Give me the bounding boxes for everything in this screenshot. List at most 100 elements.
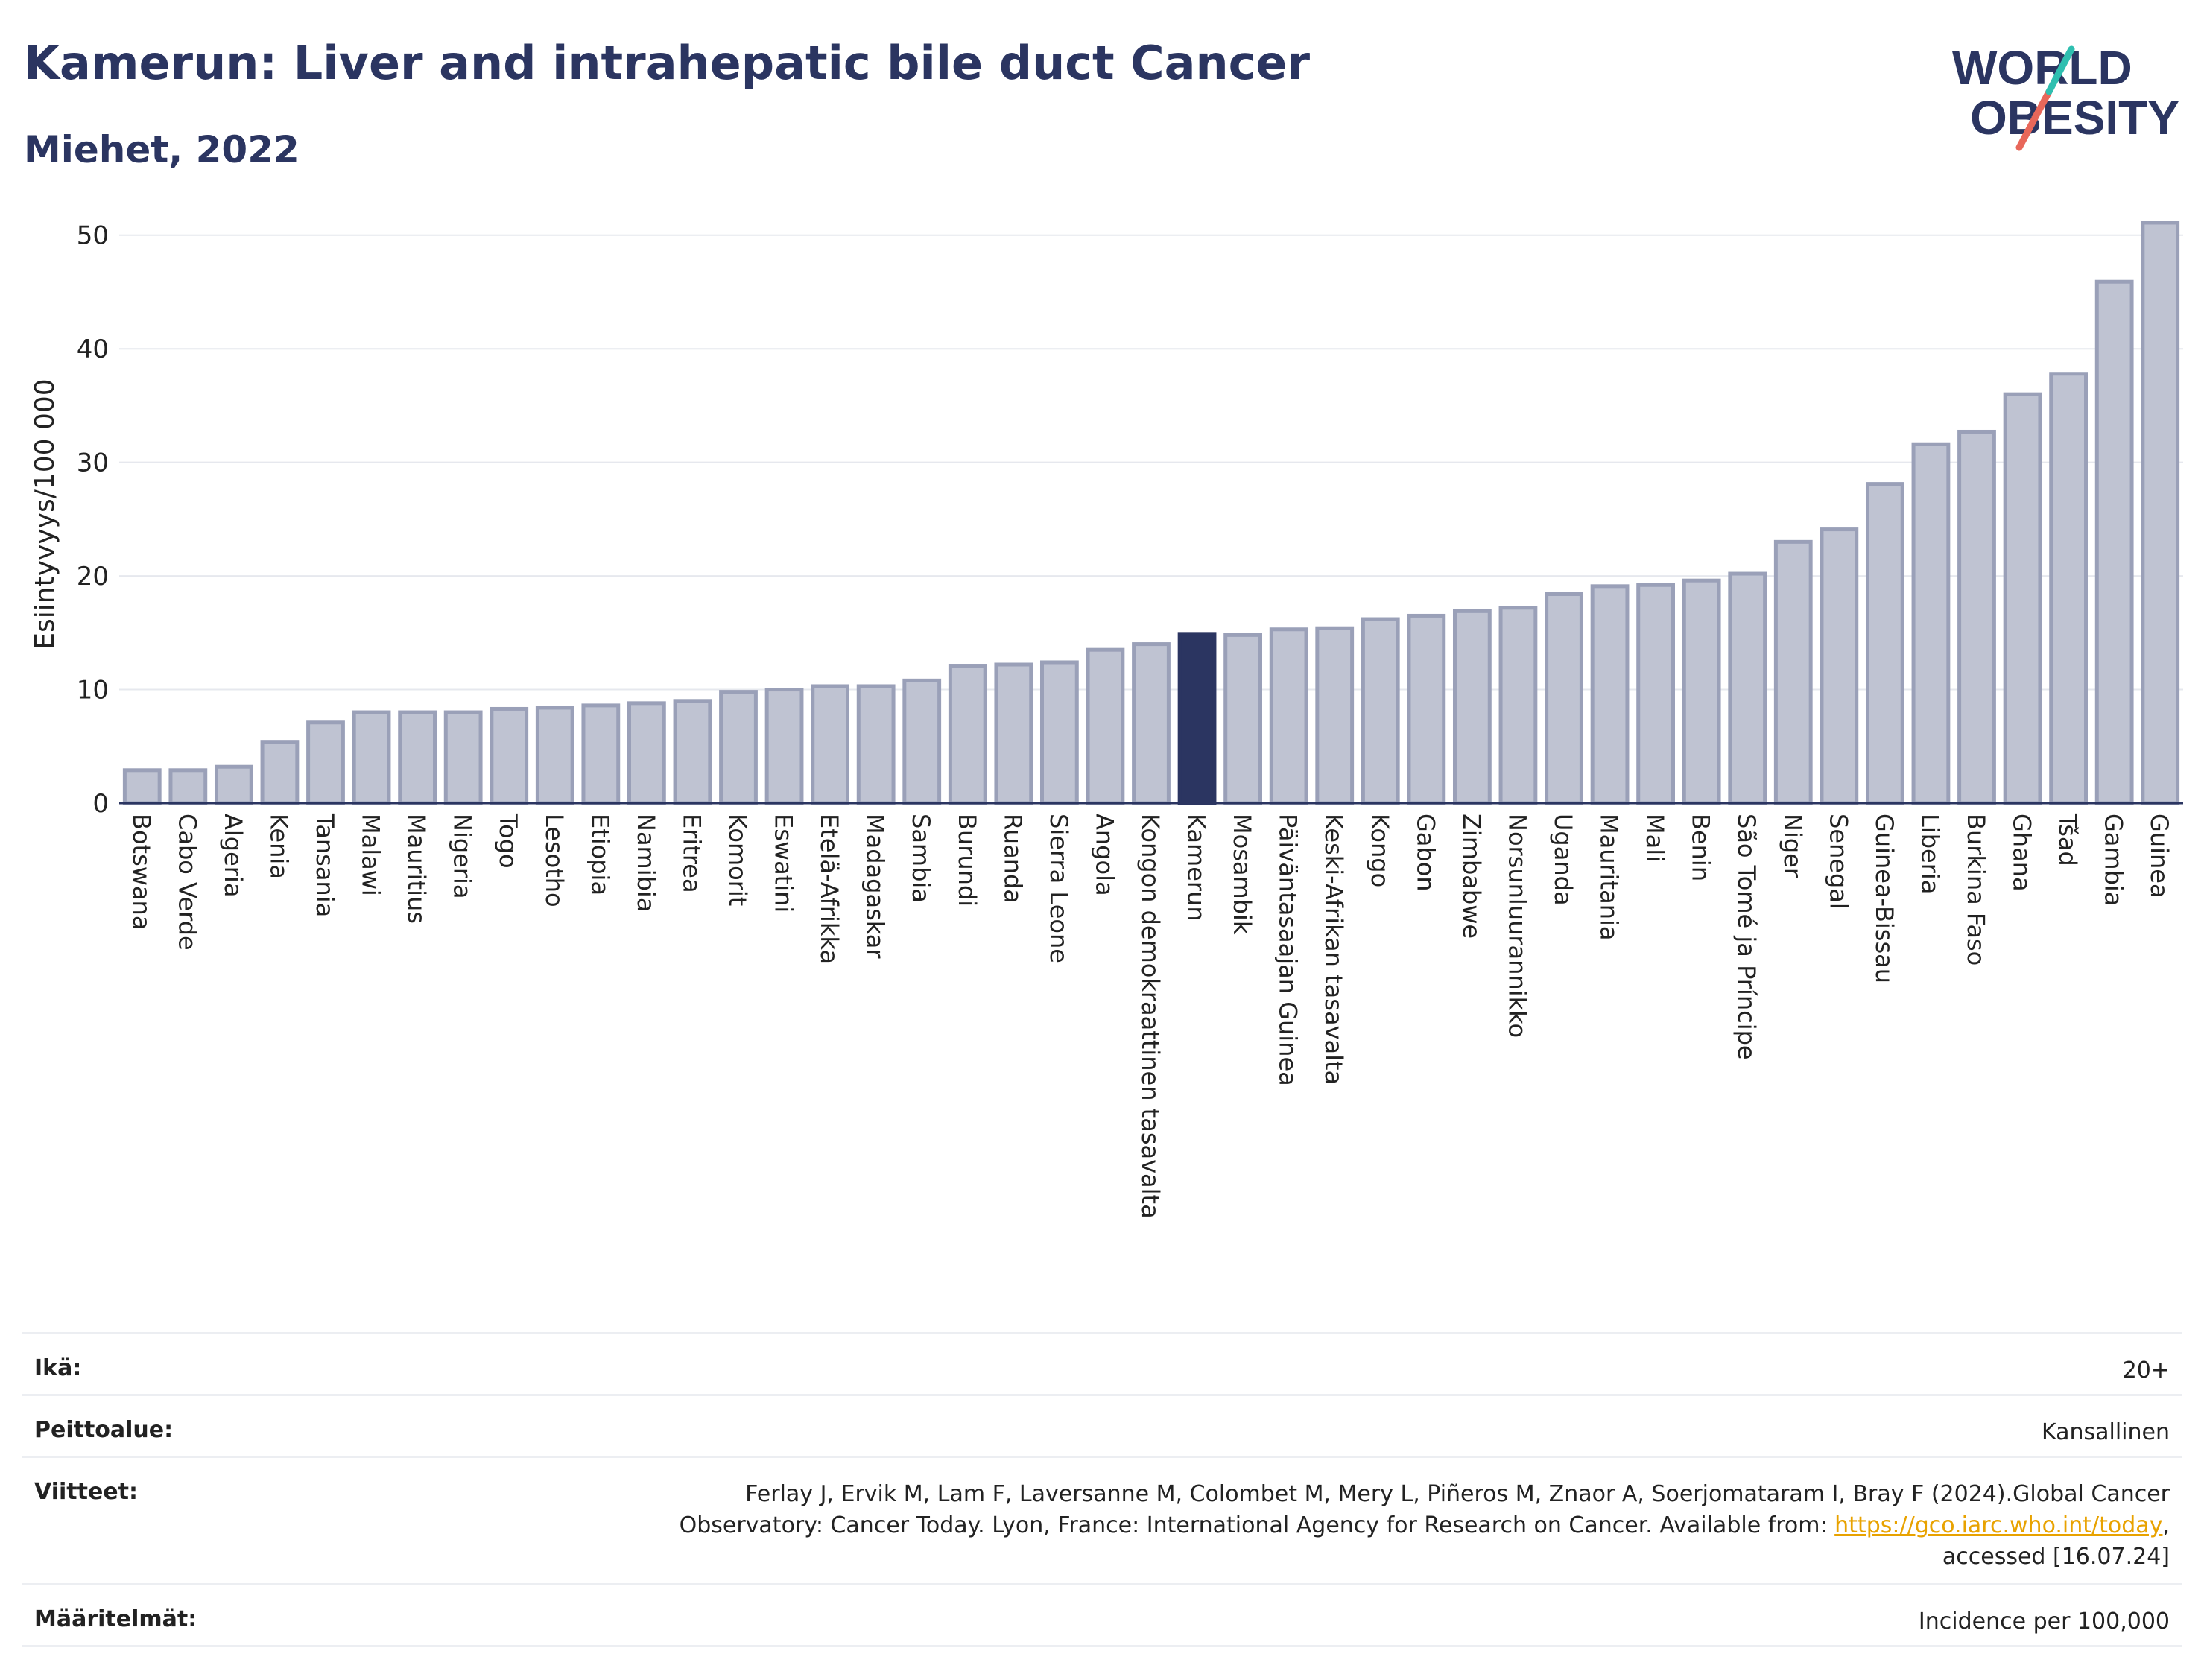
bar (627, 701, 666, 805)
references-link[interactable]: https://gco.iarc.who.int/today (1834, 1512, 2163, 1538)
x-tick-label: Algeria (219, 814, 247, 897)
x-tick-label: Niger (1779, 814, 1807, 878)
x-tick-label: Gabon (1411, 814, 1440, 892)
bar (306, 720, 345, 805)
x-tick-label: Senegal (1824, 814, 1852, 910)
info-row-references: Viitteet: Ferlay J, Ervik M, Lam F, Lave… (22, 1456, 2182, 1583)
x-tick-label: Keski-Afrikan tasavalta (1320, 814, 1348, 1085)
info-row-coverage: Peittoalue: Kansallinen (22, 1394, 2182, 1456)
bar (1545, 592, 1583, 805)
bar (764, 688, 804, 805)
coverage-label: Peittoalue: (34, 1417, 174, 1443)
x-tick-label: Komorit (723, 814, 752, 906)
bar (1498, 606, 1538, 805)
x-tick-label: Päiväntasaajan Guinea (1274, 814, 1302, 1086)
y-tick-label: 10 (77, 676, 109, 706)
bar (1682, 578, 1721, 805)
bar (214, 764, 253, 805)
x-tick-label: Zimbabwe (1457, 814, 1486, 939)
x-tick-label: Burundi (953, 814, 981, 907)
x-tick-label: Tšad (2053, 813, 2082, 866)
y-axis-label: Esiintyvyys/100 000 (30, 378, 60, 649)
bar (490, 706, 529, 805)
x-tick-label: Ghana (2008, 814, 2036, 892)
bar-highlighted (1177, 632, 1217, 805)
x-tick-label: Kongo (1366, 814, 1394, 887)
bar (673, 699, 712, 805)
x-tick-label: Benin (1687, 814, 1715, 881)
bar (1773, 539, 1813, 805)
references-value: Ferlay J, Ervik M, Lam F, Laversanne M, … (680, 1479, 2170, 1573)
x-tick-label: Lesotho (540, 814, 569, 907)
x-tick-label: Mali (1641, 814, 1669, 862)
x-tick-label: Etiopia (586, 814, 614, 896)
bar (168, 768, 208, 805)
logo-line2: OBESITY (1970, 91, 2179, 145)
x-tick-label: Kamerun (1182, 814, 1211, 922)
info-row-age: Ikä: 20+ (22, 1332, 2182, 1394)
y-tick-label: 30 (77, 448, 109, 478)
references-line3: accessed [16.07.24] (1942, 1544, 2170, 1570)
y-tick-label: 40 (77, 335, 109, 364)
x-tick-label: Guinea-Bissau (1870, 814, 1899, 983)
coverage-value: Kansallinen (2041, 1419, 2170, 1445)
bar-chart: 0 10 20 30 40 50 Botswana Cabo Verde Algeria Keni… (30, 221, 2183, 1219)
bar (1269, 627, 1308, 805)
bar (719, 690, 758, 805)
bar (2003, 392, 2042, 805)
x-tick-label: Ruanda (998, 814, 1027, 904)
bar (2049, 372, 2089, 805)
bar (1086, 647, 1125, 805)
y-tick-label: 50 (77, 221, 109, 251)
x-tick-label: Liberia (1916, 814, 1944, 894)
bar (1865, 482, 1904, 805)
x-tick-label: Sambia (907, 814, 935, 903)
bar (994, 662, 1033, 805)
info-row-definitions: Määritelmät: Incidence per 100,000 (22, 1583, 2182, 1647)
definitions-value: Incidence per 100,000 (1918, 1608, 2170, 1635)
x-tick-label: Nigeria (449, 814, 477, 898)
y-tick-label: 20 (77, 562, 109, 592)
bar (1636, 583, 1676, 805)
x-tick-label: Madagaskar (861, 814, 890, 959)
bar (1911, 442, 1951, 805)
info-table: Ikä: 20+ Peittoalue: Kansallinen Viittee… (22, 1332, 2182, 1647)
y-tick-label: 0 (92, 789, 109, 819)
bar (1820, 527, 1859, 805)
x-tick-label: São Tomé ja Príncipe (1732, 814, 1761, 1060)
bar (1407, 613, 1446, 805)
bar (2094, 279, 2134, 805)
bar (535, 706, 574, 805)
bar (352, 710, 391, 805)
bar (1728, 571, 1767, 805)
bar (398, 710, 437, 805)
x-tick-label: Eritrea (677, 814, 706, 893)
x-tick-label: Cabo Verde (173, 814, 201, 951)
references-line2-end: , (2162, 1512, 2170, 1538)
logo-slash-lower (2015, 88, 2053, 151)
references-label: Viitteet: (34, 1479, 138, 1505)
bar (1223, 633, 1263, 805)
definitions-label: Määritelmät: (34, 1606, 197, 1632)
bar (1957, 429, 1996, 805)
bars-layer (122, 221, 2180, 805)
x-tick-label: Mauritius (402, 814, 431, 924)
page-title: Kamerun: Liver and intrahepatic bile duc… (24, 36, 1311, 90)
x-tick-label: Etelä-Afrikka (815, 814, 843, 964)
age-value: 20+ (2122, 1357, 2170, 1383)
bar (1590, 584, 1630, 805)
logo-slash-upper (2045, 45, 2075, 95)
x-tick-label: Mauritania (1595, 814, 1624, 940)
bar (122, 768, 162, 805)
x-tick-label: Kenia (265, 814, 293, 879)
x-tick-label: Uganda (1549, 814, 1577, 906)
x-tick-label: Burkina Faso (1962, 814, 1990, 966)
x-tick-label: Mosambik (1228, 814, 1256, 935)
x-tick-label: Namibia (632, 814, 660, 912)
bar (443, 710, 483, 805)
bar (948, 664, 987, 805)
bar (1132, 642, 1171, 805)
bar (811, 684, 850, 805)
bar (581, 703, 621, 805)
x-tick-label: Gambia (2100, 814, 2128, 906)
